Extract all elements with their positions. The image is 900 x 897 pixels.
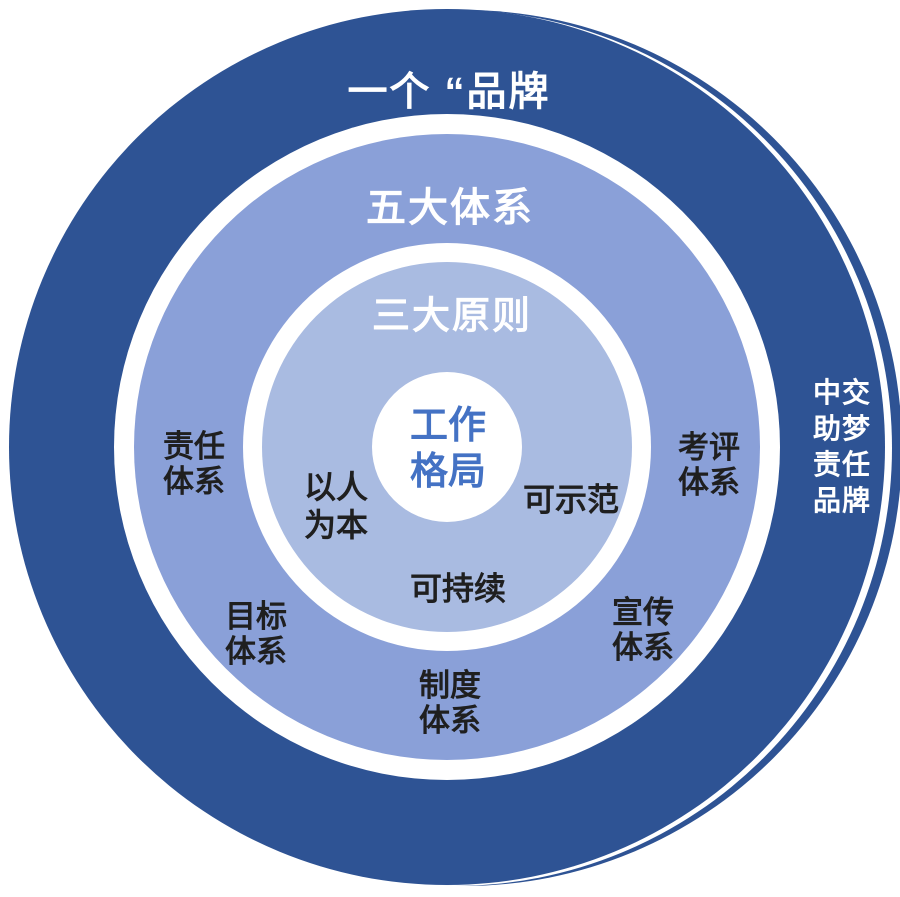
system-publicity: 宣传 体系 — [612, 595, 674, 665]
principle-line: 以人 — [303, 469, 369, 505]
system-goal: 目标 体系 — [225, 599, 287, 669]
system-institution: 制度 体系 — [419, 668, 481, 738]
system-line: 制度 — [419, 668, 481, 703]
inner-ring-label: 三大原则 — [371, 295, 533, 338]
brand-side-label-line: 助梦 — [812, 413, 872, 444]
center-label: 工作 格局 — [410, 403, 486, 495]
system-line: 目标 — [225, 599, 287, 634]
system-line: 体系 — [163, 464, 225, 499]
system-line: 考评 — [678, 430, 740, 465]
principle-sustainable: 可持续 — [409, 570, 507, 607]
system-line: 责任 — [163, 429, 225, 464]
brand-side-label-line: 责任 — [812, 449, 872, 480]
brand-side-label-line: 品牌 — [812, 485, 872, 516]
principle-people-oriented: 以人 为本 — [304, 468, 368, 544]
system-line: 体系 — [612, 630, 674, 665]
brand-side-label-line: 中交 — [812, 377, 872, 408]
system-line: 宣传 — [612, 595, 674, 630]
principle-line: 为本 — [303, 507, 369, 543]
center-label-line: 工作 — [409, 405, 487, 447]
system-line: 体系 — [419, 703, 481, 738]
system-line: 体系 — [678, 465, 740, 500]
system-evaluation: 考评 体系 — [678, 430, 740, 500]
system-responsibility: 责任 体系 — [163, 429, 225, 499]
outer-ring-label: 一个 “品牌 — [347, 70, 551, 114]
center-label-line: 格局 — [409, 451, 487, 493]
brand-side-label: 中交 助梦 责任 品牌 — [813, 375, 871, 519]
principle-demonstrable: 可示范 — [522, 481, 620, 518]
middle-ring-label: 五大体系 — [366, 186, 534, 230]
system-line: 体系 — [225, 634, 287, 669]
center-disc — [372, 372, 522, 522]
